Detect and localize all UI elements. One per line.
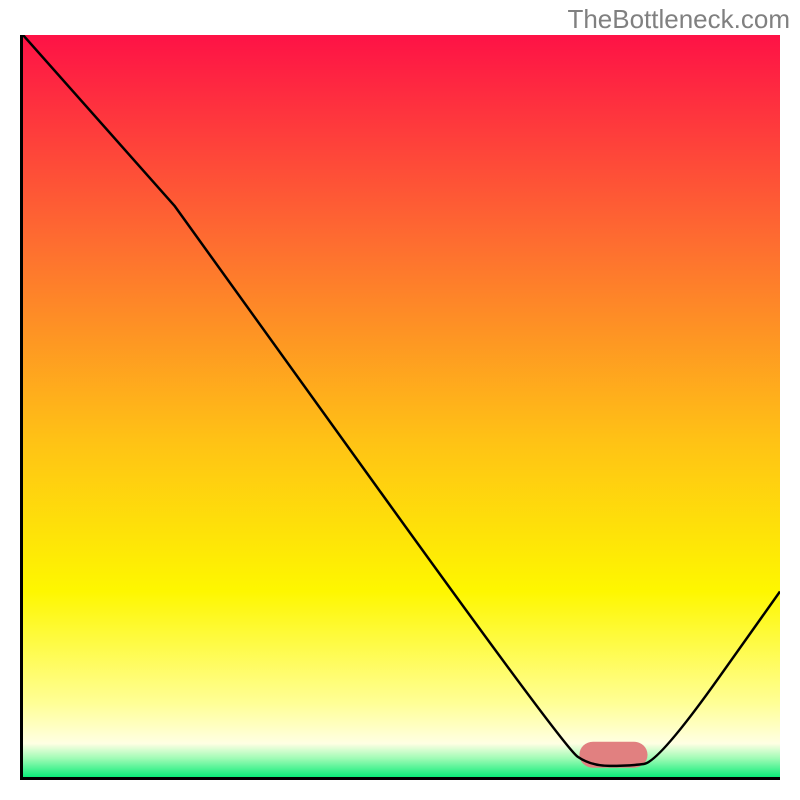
gradient-bg: [23, 35, 780, 777]
plot-svg: [23, 35, 780, 777]
watermark-text: TheBottleneck.com: [567, 4, 790, 35]
plot-area: [20, 35, 780, 780]
bottleneck-chart: TheBottleneck.com: [0, 0, 800, 800]
